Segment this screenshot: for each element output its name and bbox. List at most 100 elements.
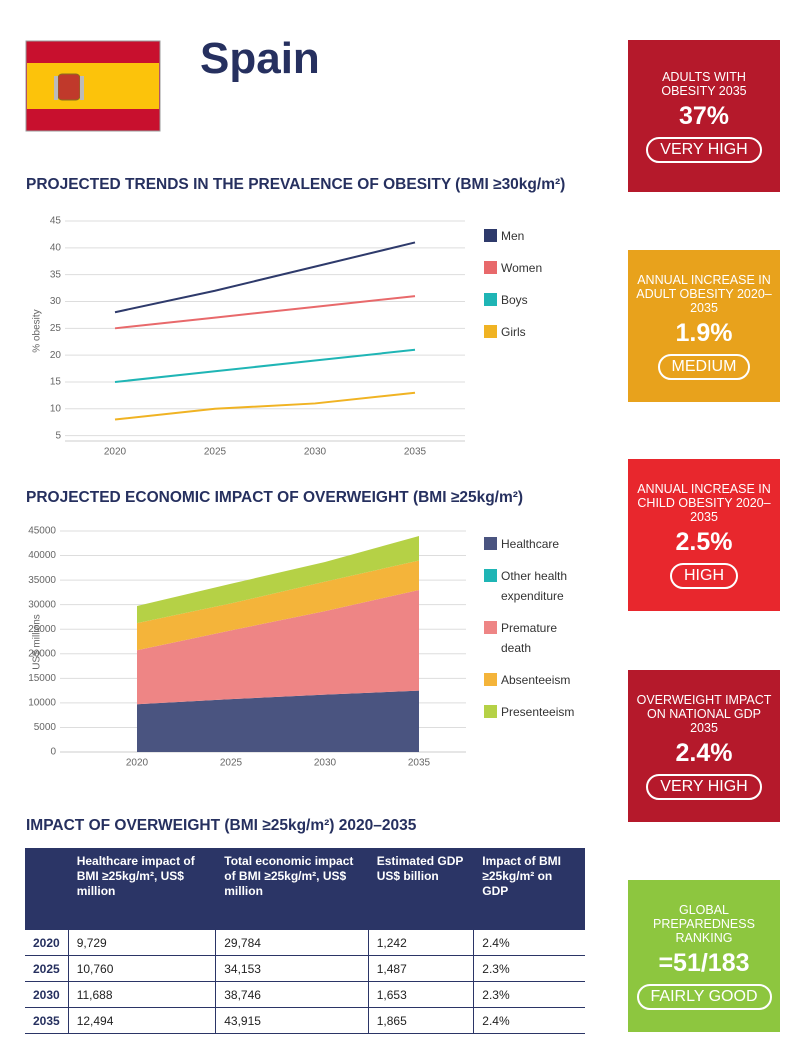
- table-row: 2020 9,729 29,784 1,242 2.4%: [25, 930, 585, 956]
- indicator-box: ANNUAL INCREASE IN CHILD OBESITY 2020–20…: [628, 459, 780, 611]
- area: [137, 560, 419, 651]
- y-tick-label: 30: [50, 296, 62, 307]
- y-tick-label: 5: [55, 430, 61, 441]
- y-tick-label: 30000: [28, 599, 56, 610]
- legend-swatch: [484, 621, 497, 634]
- section-title: PROJECTED TRENDS IN THE PREVALENCE OF OB…: [26, 176, 566, 193]
- indicator-label: ANNUAL INCREASE IN CHILD OBESITY 2020–20…: [637, 481, 771, 524]
- section-title: PROJECTED ECONOMIC IMPACT OF OVERWEIGHT …: [26, 489, 524, 506]
- y-axis-label: US$ millions: [32, 614, 43, 670]
- indicator-box: ANNUAL INCREASE IN ADULT OBESITY 2020–20…: [628, 250, 780, 402]
- indicator-label: GLOBAL PREPAREDNESS RANKING: [653, 902, 755, 945]
- legend-label: Girls: [501, 325, 526, 339]
- table-cell: 10,760: [67, 955, 216, 982]
- column-header: Impact of BMI ≥25kg/m² on GDP: [473, 848, 585, 930]
- line: [114, 241, 416, 314]
- table-cell: 1,865: [367, 1007, 474, 1034]
- indicator-value: 2.5%: [675, 527, 733, 556]
- flag: [25, 40, 161, 132]
- table-cell: 2020: [25, 930, 69, 956]
- indicator-label: ADULTS WITH OBESITY 2035: [661, 69, 747, 98]
- indicator-label: ANNUAL INCREASE IN ADULT OBESITY 2020–20…: [636, 272, 772, 315]
- indicator-box: OVERWEIGHT IMPACT ON NATIONAL GDP 2035 2.…: [628, 670, 780, 822]
- y-tick-label: 0: [50, 747, 56, 758]
- legend-item: Girls: [484, 322, 594, 342]
- legend: Healthcare Other health expenditure Premat…: [484, 534, 594, 734]
- line: [114, 295, 416, 330]
- table-cell: 12,494: [67, 1007, 216, 1034]
- legend-item: Women: [484, 258, 594, 278]
- legend-label: Absenteeism: [501, 673, 571, 687]
- x-tick-label: 2030: [304, 447, 327, 458]
- table-cell: 34,153: [215, 955, 369, 982]
- indicator-value: 1.9%: [675, 318, 733, 347]
- table-cell: 29,784: [215, 930, 369, 956]
- legend-item: Healthcare: [484, 534, 594, 554]
- x-tick-label: 2020: [104, 447, 127, 458]
- legend-item: Men: [484, 226, 594, 246]
- x-tick-label: 2020: [126, 758, 149, 769]
- legend-label: Women: [501, 261, 543, 275]
- table-cell: 1,653: [367, 981, 474, 1008]
- table: Healthcare impact of BMI ≥25kg/m², US$ m…: [25, 848, 585, 1034]
- indicator-label: OVERWEIGHT IMPACT ON NATIONAL GDP 2035: [636, 692, 772, 735]
- legend-item: Other health expenditure: [484, 566, 594, 606]
- area: [137, 690, 419, 752]
- legend-swatch: [484, 293, 497, 306]
- legend-swatch: [484, 229, 497, 242]
- table-row: 2030 11,688 38,746 1,653 2.3%: [25, 981, 585, 1008]
- legend: Men Women Boys Girls: [484, 226, 594, 354]
- line: [114, 348, 416, 383]
- legend-label: Other health expenditure: [501, 569, 568, 603]
- y-tick-label: 40000: [28, 550, 56, 561]
- column-header: Healthcare impact of BMI ≥25kg/m², US$ m…: [67, 848, 216, 930]
- y-tick-label: 25000: [28, 624, 56, 635]
- x-tick-label: 2035: [404, 447, 427, 458]
- y-axis-label: % obesity: [32, 309, 43, 352]
- x-tick-label: 2025: [204, 447, 227, 458]
- x-tick-label: 2025: [220, 758, 243, 769]
- column-header: Total economic impact of BMI ≥25kg/m², U…: [215, 848, 369, 930]
- indicator-rating: VERY HIGH: [646, 136, 762, 163]
- y-tick-label: 20: [50, 350, 62, 361]
- area: [137, 589, 419, 705]
- legend-label: Healthcare: [501, 537, 560, 551]
- indicator-value: 2.4%: [675, 738, 733, 767]
- table-cell: 1,487: [367, 955, 474, 982]
- indicator-box: GLOBAL PREPAREDNESS RANKING =51/183 FAIRLY…: [628, 880, 780, 1032]
- table-cell: 11,688: [67, 981, 216, 1008]
- y-tick-label: 45000: [28, 526, 56, 537]
- indicator-value: 37%: [678, 101, 730, 130]
- country-title: Spain: [200, 34, 320, 83]
- legend-swatch: [484, 705, 497, 718]
- table-cell: 38,746: [215, 981, 369, 1008]
- line: [114, 391, 416, 421]
- legend-swatch: [484, 325, 497, 338]
- legend-label: Men: [501, 229, 525, 243]
- indicator-rating: FAIRLY GOOD: [636, 983, 772, 1010]
- table-cell: 2.4%: [473, 930, 585, 956]
- legend-label: Presenteeism: [501, 705, 575, 719]
- legend-label: Premature death: [501, 621, 558, 655]
- table-cell: 2035: [25, 1007, 69, 1034]
- x-tick-label: 2030: [314, 758, 337, 769]
- legend-swatch: [484, 537, 497, 550]
- legend-swatch: [484, 261, 497, 274]
- table-cell: 43,915: [215, 1007, 369, 1034]
- indicator-value: =51/183: [658, 948, 750, 977]
- y-tick-label: 20000: [28, 648, 56, 659]
- section-title: IMPACT OF OVERWEIGHT (BMI ≥25kg/m²) 2020…: [26, 817, 417, 834]
- legend-swatch: [484, 569, 497, 582]
- table-cell: 1,242: [367, 930, 474, 956]
- y-tick-label: 35: [50, 269, 62, 280]
- table-cell: 2.3%: [473, 981, 585, 1008]
- legend-item: Boys: [484, 290, 594, 310]
- legend-item: Absenteeism: [484, 670, 594, 690]
- y-tick-label: 40: [50, 242, 62, 253]
- x-tick-label: 2035: [408, 758, 431, 769]
- table-cell: 2.4%: [473, 1007, 585, 1034]
- area: [137, 535, 419, 624]
- indicator-box: ADULTS WITH OBESITY 2035 37% VERY HIGH: [628, 40, 780, 192]
